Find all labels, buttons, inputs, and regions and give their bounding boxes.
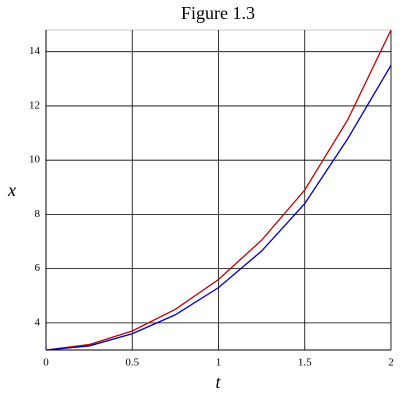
chart-title: Figure 1.3 [181, 3, 255, 23]
y-tick-label: 12 [29, 99, 40, 111]
x-axis-label: t [215, 372, 221, 392]
x-tick-label: 1.5 [298, 357, 312, 369]
y-tick-label: 4 [35, 316, 41, 328]
y-tick-label: 14 [29, 45, 41, 57]
series-line [45, 29, 392, 351]
x-tick-label: 0.5 [125, 357, 139, 369]
x-tick-label: 0 [43, 357, 49, 369]
x-tick-label: 2 [388, 357, 394, 369]
y-tick-label: 8 [35, 208, 41, 220]
y-tick-label: 10 [29, 154, 41, 166]
series-line [45, 64, 392, 351]
y-tick-label: 6 [35, 262, 41, 274]
y-axis-label: x [7, 180, 16, 200]
x-tick-label: 1 [216, 357, 222, 369]
